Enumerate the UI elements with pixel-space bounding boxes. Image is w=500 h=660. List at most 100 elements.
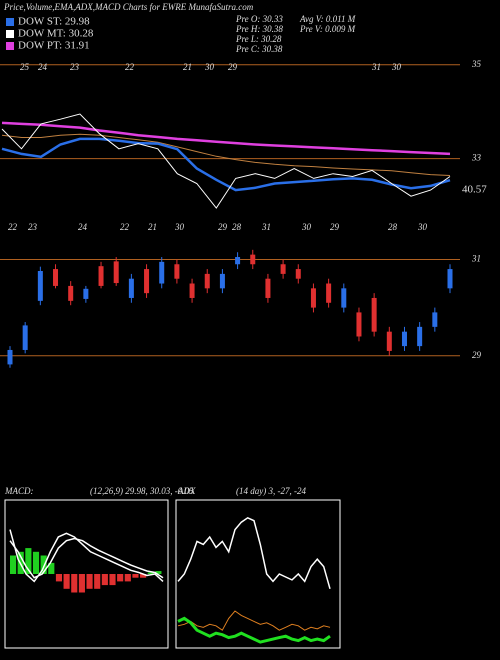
candle-body xyxy=(204,273,210,289)
series-line xyxy=(177,616,331,644)
candle-body xyxy=(447,269,453,289)
histogram-bar xyxy=(10,555,17,574)
panel-frame xyxy=(4,499,169,649)
candle-body xyxy=(219,273,225,289)
date-label: 24 xyxy=(38,62,48,72)
series-line xyxy=(177,516,331,590)
candle-body xyxy=(189,283,195,298)
date-label: 29 xyxy=(330,222,340,232)
date-label: 23 xyxy=(70,62,80,72)
candle-body xyxy=(356,312,362,337)
histogram-bar xyxy=(48,562,55,574)
date-label: 22 xyxy=(8,222,18,232)
histogram-bar xyxy=(132,574,139,578)
candle-body xyxy=(174,264,180,279)
date-label: 24 xyxy=(78,222,88,232)
date-label: 31 xyxy=(261,222,271,232)
candle-body xyxy=(295,269,301,279)
legend-swatch xyxy=(6,42,14,50)
series-line xyxy=(9,537,164,579)
candle-body xyxy=(341,288,347,308)
histogram-bar xyxy=(147,572,154,574)
histogram-bar xyxy=(55,574,63,582)
panel-label: ADX xyxy=(177,486,196,496)
histogram-bar xyxy=(32,551,40,574)
info-text: Pre H: 30.38 xyxy=(235,24,283,34)
date-label: 29 xyxy=(218,222,228,232)
candle-body xyxy=(159,261,165,284)
histogram-bar xyxy=(117,574,124,582)
y-tick-label: 35 xyxy=(471,59,482,69)
legend-label: DOW ST: 29.98 xyxy=(18,16,90,28)
candle-body xyxy=(7,349,13,365)
chart-title: Price,Volume,EMA,ADX,MACD Charts for EWR… xyxy=(3,2,254,12)
candle-body xyxy=(37,271,43,301)
info-text: Pre O: 30.33 xyxy=(235,14,283,24)
candle-body xyxy=(144,269,150,294)
date-label: 28 xyxy=(388,222,398,232)
candle-body xyxy=(22,325,28,350)
candle-body xyxy=(83,288,89,299)
candle-body xyxy=(371,297,377,332)
candle-body xyxy=(68,285,74,301)
y-tick-label: 33 xyxy=(471,153,482,163)
candle-body xyxy=(113,261,119,284)
date-label: 23 xyxy=(28,222,38,232)
candle-body xyxy=(432,312,438,327)
date-label: 30 xyxy=(417,222,428,232)
candle-body xyxy=(326,283,332,303)
series-line xyxy=(1,113,451,209)
series-line xyxy=(1,133,451,176)
date-label: 25 xyxy=(20,62,30,72)
info-text: Avg V: 0.011 M xyxy=(299,14,356,24)
candle-body xyxy=(417,326,423,347)
candle-body xyxy=(98,266,104,286)
date-label: 31 xyxy=(371,62,381,72)
candle-body xyxy=(128,278,134,298)
panel-params: (12,26,9) 29.98, 30.03, -0.05 xyxy=(90,486,194,496)
date-label: 29 xyxy=(228,62,238,72)
series-line xyxy=(9,529,164,583)
date-label: 21 xyxy=(183,62,192,72)
date-label: 21 xyxy=(148,222,157,232)
date-label: 30 xyxy=(174,222,185,232)
legend-swatch xyxy=(6,30,14,38)
y-tick-label: 31 xyxy=(471,254,481,264)
candle-body xyxy=(310,288,316,308)
histogram-bar xyxy=(101,574,108,586)
date-label: 22 xyxy=(120,222,130,232)
histogram-bar xyxy=(86,574,93,589)
series-line xyxy=(1,121,451,156)
panel-label: MACD: xyxy=(4,486,34,496)
date-label: 22 xyxy=(125,62,135,72)
date-label: 30 xyxy=(391,62,402,72)
candle-body xyxy=(401,331,407,347)
candle-body xyxy=(250,254,256,265)
histogram-bar xyxy=(109,574,116,586)
candle-body xyxy=(53,269,59,286)
info-text: Pre V: 0.009 M xyxy=(299,24,356,34)
series-line xyxy=(177,610,331,631)
info-text: Pre L: 30.28 xyxy=(235,34,282,44)
candle-body xyxy=(280,264,286,274)
histogram-bar xyxy=(78,574,85,593)
date-label: 28 xyxy=(232,222,242,232)
candle-body xyxy=(235,257,241,265)
candle-body xyxy=(265,278,271,298)
price-annotation: 40.57 xyxy=(462,184,487,196)
y-tick-label: 29 xyxy=(472,350,482,360)
histogram-bar xyxy=(25,548,32,574)
histogram-bar xyxy=(71,574,78,593)
histogram-bar xyxy=(63,574,70,589)
panel-frame xyxy=(175,499,341,649)
histogram-bar xyxy=(40,555,47,574)
info-text: Pre C: 30.38 xyxy=(235,44,283,54)
panel-params: (14 day) 3, -27, -24 xyxy=(236,486,306,496)
histogram-bar xyxy=(124,574,131,582)
candle-body xyxy=(386,331,392,351)
histogram-bar xyxy=(155,571,162,574)
date-label: 30 xyxy=(301,222,312,232)
legend-swatch xyxy=(6,18,14,26)
date-label: 30 xyxy=(204,62,215,72)
